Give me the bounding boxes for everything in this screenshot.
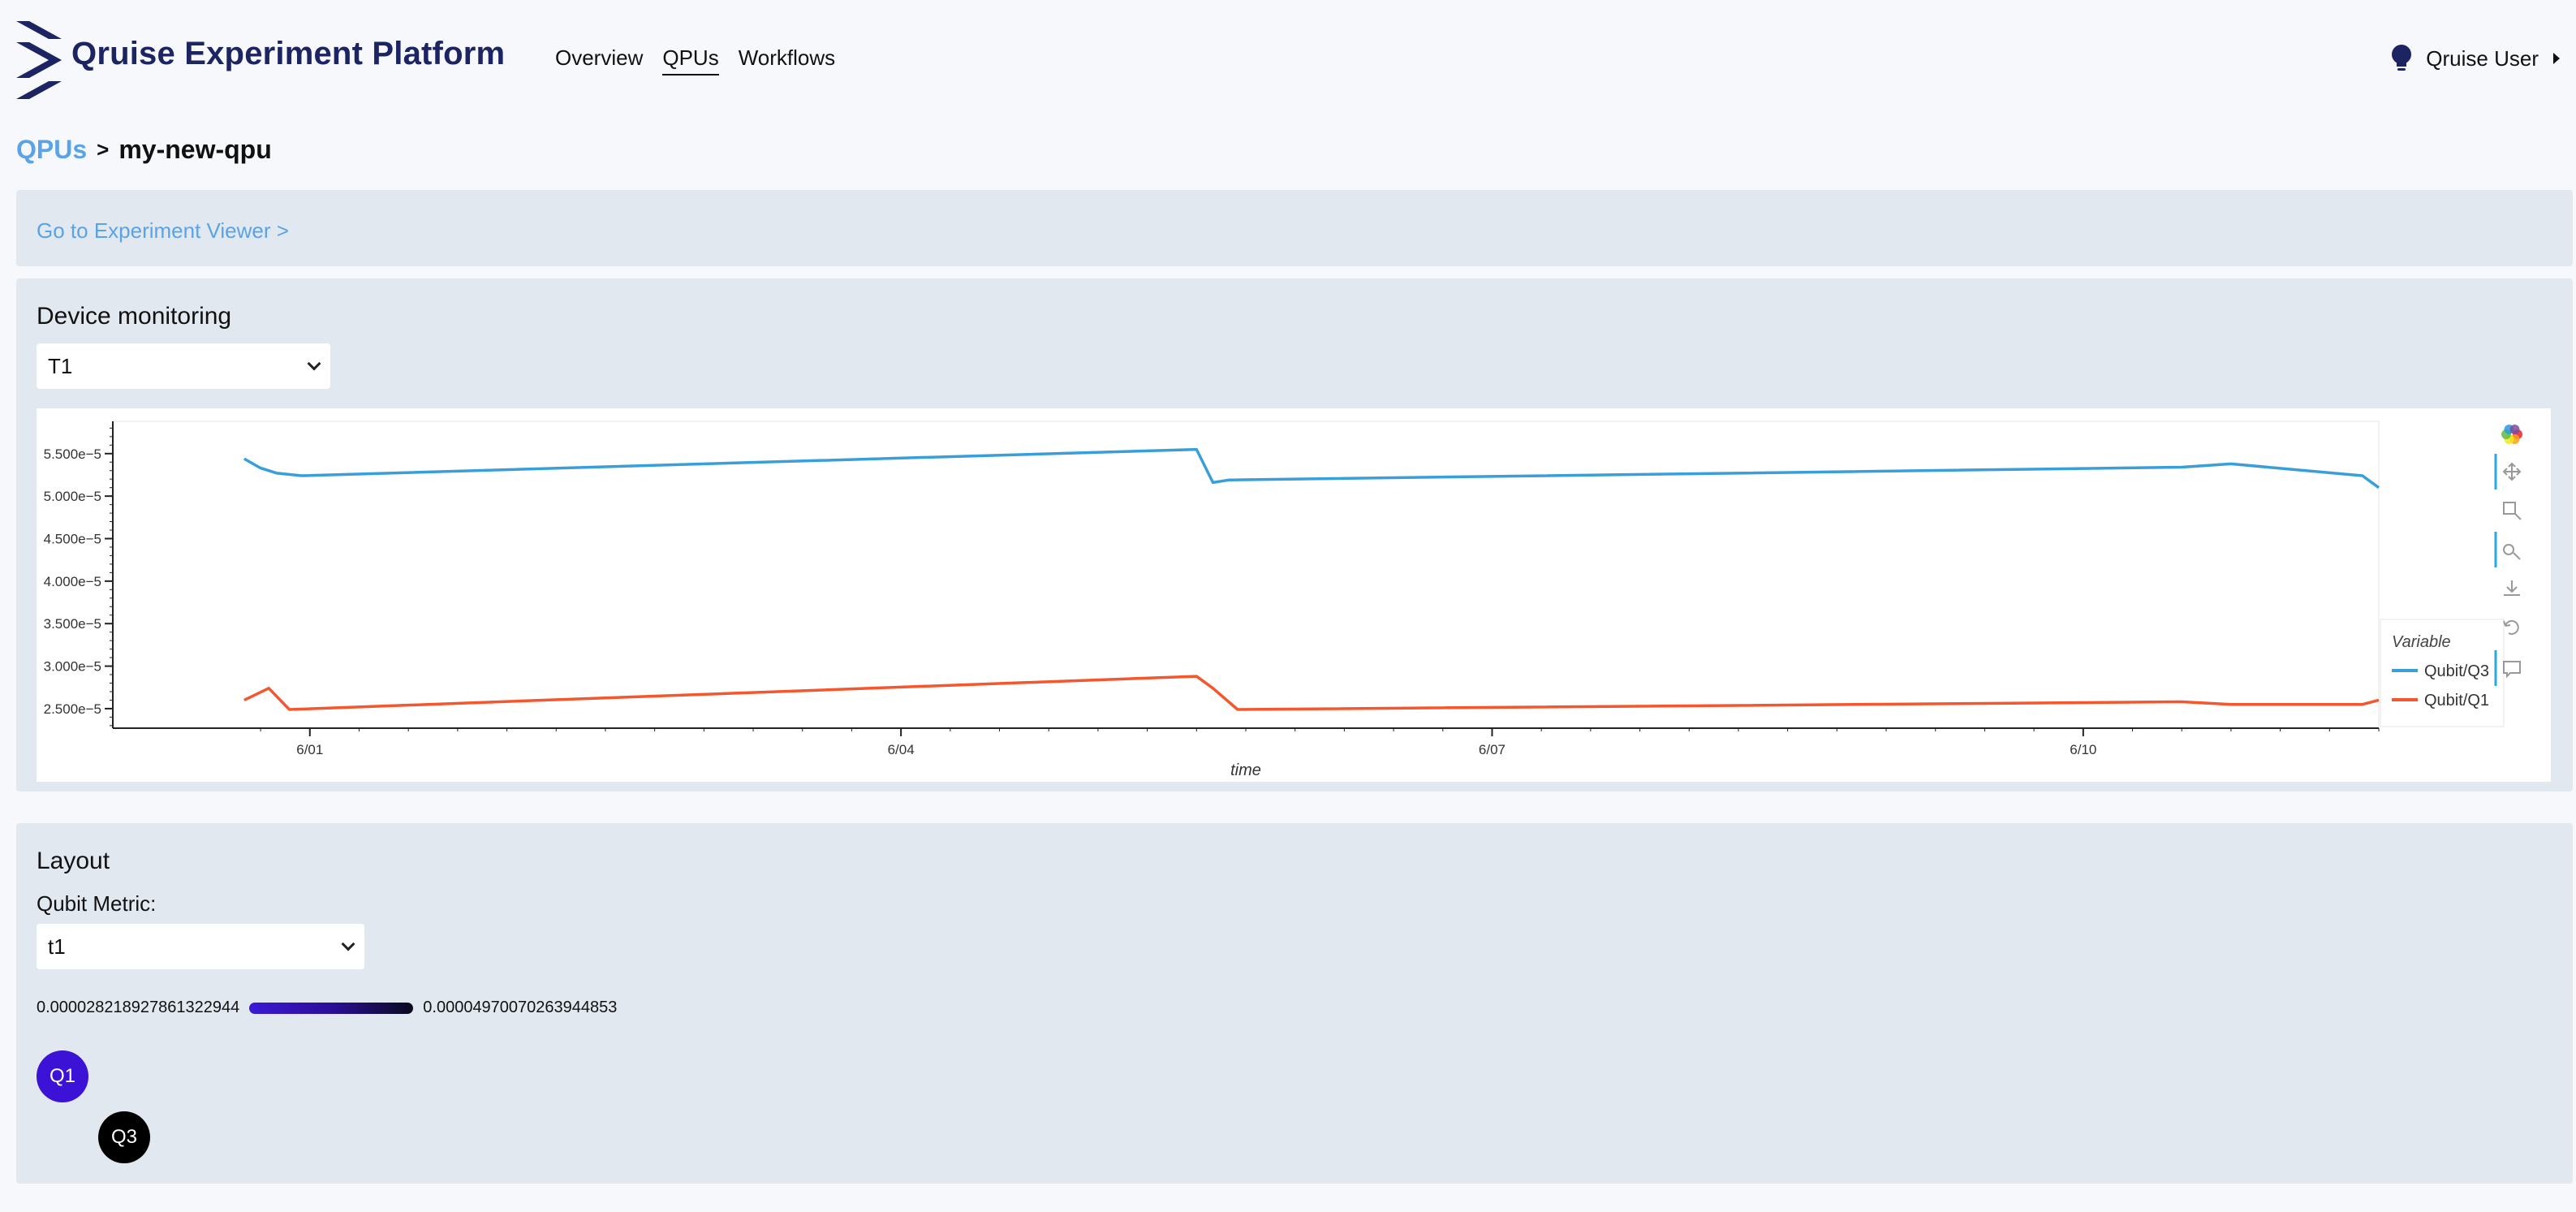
y-tick-label: 5.500e−5 bbox=[44, 446, 101, 462]
y-tick-label: 2.500e−5 bbox=[44, 701, 101, 717]
chevron-down-icon bbox=[341, 937, 355, 951]
breadcrumb: QPUs > my-new-qpu bbox=[16, 135, 272, 165]
series-line-qubit-q3[interactable] bbox=[243, 447, 2380, 490]
legend-entry[interactable]: Qubit/Q3 bbox=[2424, 662, 2489, 680]
app-header: Qruise Experiment Platform Overview QPUs… bbox=[0, 0, 2576, 114]
experiment-viewer-panel: Go to Experiment Viewer > bbox=[16, 190, 2573, 266]
y-tick-label: 3.500e−5 bbox=[44, 616, 101, 632]
qubit-metric-label: Qubit Metric: bbox=[37, 891, 157, 916]
qubit-metric-select[interactable]: t1 bbox=[37, 924, 364, 969]
x-tick-label: 6/04 bbox=[888, 742, 915, 757]
layout-panel: Layout Qubit Metric: t1 0.00002821892786… bbox=[16, 823, 2573, 1184]
x-axis-label: time bbox=[1230, 761, 1261, 779]
color-scale-bar bbox=[249, 1002, 414, 1014]
scale-max-value: 0.000049700702639448​53 bbox=[423, 998, 618, 1016]
nav-overview[interactable]: Overview bbox=[555, 45, 644, 70]
breadcrumb-qpus-link[interactable]: QPUs bbox=[16, 135, 88, 164]
y-tick-label: 4.500e−5 bbox=[44, 531, 101, 546]
y-tick-label: 3.000e−5 bbox=[44, 659, 101, 675]
breadcrumb-current: my-new-qpu bbox=[118, 135, 272, 164]
user-name: Qruise User bbox=[2426, 45, 2539, 71]
qubit-q1-node[interactable]: Q1 bbox=[37, 1050, 88, 1102]
user-menu[interactable]: Qruise User bbox=[2389, 44, 2560, 73]
lightbulb-icon bbox=[2392, 45, 2412, 71]
scale-min-value: 0.000028218927861322944 bbox=[37, 998, 240, 1016]
monitoring-chart[interactable]: 2.500e−5 3.000e−5 3.500e−5 4.000e−5 4.500e−5… bbox=[37, 408, 2551, 782]
line-chart[interactable]: 2.500e−5 3.000e−5 3.500e−5 4.000e−5 4.500e−5… bbox=[37, 408, 2551, 782]
x-tick-label: 6/01 bbox=[296, 742, 323, 757]
series-line-qubit-q1[interactable] bbox=[243, 675, 2380, 711]
legend-entry[interactable]: Qubit/Q1 bbox=[2424, 692, 2489, 710]
hover-icon[interactable] bbox=[2503, 661, 2521, 679]
legend-title: Variable bbox=[2392, 633, 2451, 651]
x-tick-label: 6/10 bbox=[2070, 742, 2096, 757]
save-icon[interactable] bbox=[2504, 580, 2520, 596]
box-zoom-icon[interactable] bbox=[2503, 502, 2522, 520]
caret-right-icon bbox=[2553, 53, 2560, 64]
monitoring-metric-value: T1 bbox=[48, 353, 73, 378]
device-monitoring-panel: Device monitoring T1 2.500e−5 3.000e−5 3.5… bbox=[16, 278, 2573, 791]
plot-area bbox=[112, 421, 2380, 729]
bokeh-logo-icon[interactable] bbox=[2501, 424, 2522, 445]
y-tick-label: 5.000e−5 bbox=[44, 489, 101, 504]
qubit-q3-node[interactable]: Q3 bbox=[98, 1111, 150, 1163]
device-monitoring-title: Device monitoring bbox=[37, 303, 232, 330]
breadcrumb-separator: > bbox=[97, 137, 110, 162]
monitoring-metric-select[interactable]: T1 bbox=[37, 343, 330, 389]
x-tick-label: 6/07 bbox=[1479, 742, 1506, 757]
nav-qpus[interactable]: QPUs bbox=[662, 45, 719, 75]
main-nav: Overview QPUs Workflows bbox=[555, 45, 855, 75]
layout-title: Layout bbox=[37, 848, 110, 874]
y-tick-label: 4.000e−5 bbox=[44, 574, 101, 589]
nav-workflows[interactable]: Workflows bbox=[738, 45, 836, 70]
app-title[interactable]: Qruise Experiment Platform bbox=[71, 36, 506, 71]
chevron-down-icon bbox=[307, 356, 321, 371]
pan-icon[interactable] bbox=[2502, 462, 2522, 481]
qubit-metric-value: t1 bbox=[48, 934, 66, 959]
experiment-viewer-link[interactable]: Go to Experiment Viewer > bbox=[37, 218, 289, 243]
color-scale: 0.000028218927861322944 0.00004970070263… bbox=[37, 998, 617, 1017]
qruise-logo-icon bbox=[16, 21, 62, 99]
wheel-zoom-icon[interactable] bbox=[2503, 544, 2521, 560]
reset-icon[interactable] bbox=[2503, 620, 2519, 635]
legend-box bbox=[2380, 619, 2505, 727]
